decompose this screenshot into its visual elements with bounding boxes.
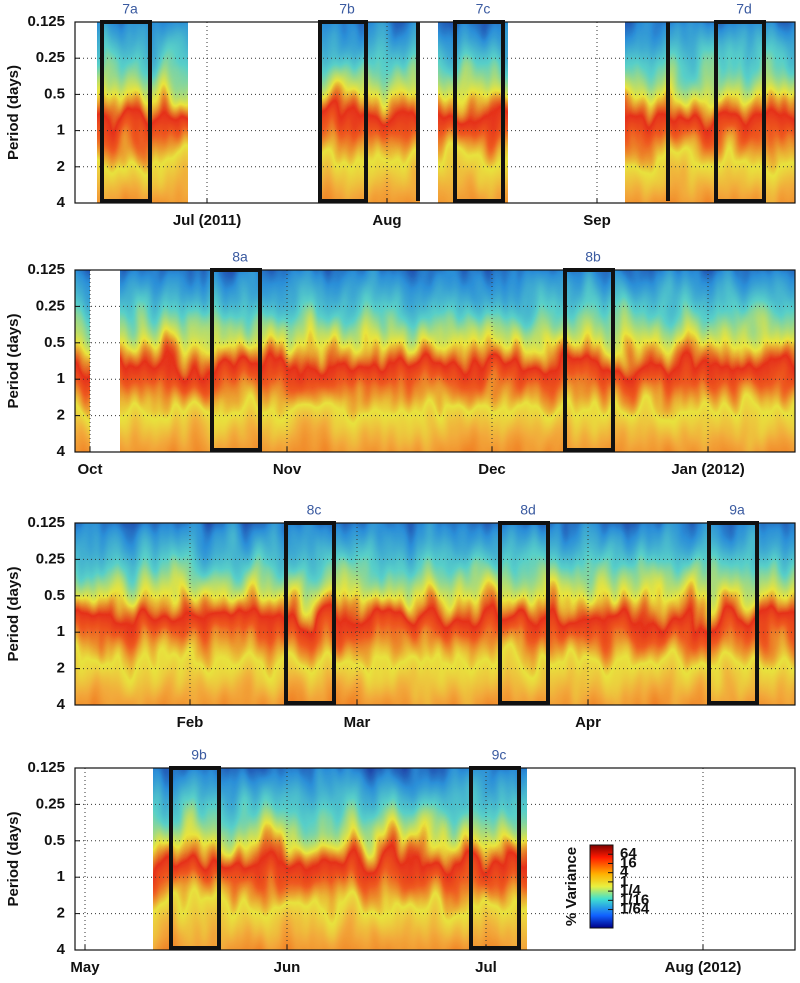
y-tick-label: 4 bbox=[57, 696, 66, 713]
x-tick-label: Jun bbox=[274, 959, 301, 976]
spectrum-image bbox=[97, 22, 795, 203]
y-tick-label: 1 bbox=[57, 370, 65, 387]
box-label: 8b bbox=[585, 249, 601, 265]
spectrum bbox=[153, 768, 527, 950]
box-label: 8c bbox=[307, 502, 322, 518]
spectrum bbox=[75, 523, 795, 705]
colorbar-tick-label: 16 bbox=[620, 854, 637, 871]
x-tick-label: Jul bbox=[475, 959, 497, 976]
y-tick-label: 1 bbox=[57, 868, 65, 885]
x-tick-label: Mar bbox=[344, 714, 371, 731]
x-tick-label: Jan (2012) bbox=[671, 461, 744, 478]
y-tick-label: 0.125 bbox=[27, 514, 65, 531]
plot-frame bbox=[74, 269, 796, 453]
box-label: 8a bbox=[232, 249, 248, 265]
plot-frame bbox=[74, 767, 796, 951]
y-tick-label: 0.5 bbox=[44, 334, 65, 351]
y-tick-label: 0.25 bbox=[36, 297, 65, 314]
box-label: 8d bbox=[520, 502, 536, 518]
y-tick-label: 0.5 bbox=[44, 832, 65, 849]
colorbar-tick-label: 1/16 bbox=[620, 891, 649, 908]
box-label: 9c bbox=[492, 747, 507, 763]
y-tick-label: 2 bbox=[57, 407, 65, 424]
box-label: 7a bbox=[122, 1, 138, 17]
x-tick-label: Jul (2011) bbox=[173, 212, 241, 229]
spectrum-image bbox=[75, 523, 795, 705]
y-tick-label: 2 bbox=[57, 158, 65, 175]
colorbar bbox=[589, 844, 614, 929]
y-tick-label: 4 bbox=[57, 443, 66, 460]
box-label: 9a bbox=[729, 502, 745, 518]
y-tick-label: 2 bbox=[57, 660, 65, 677]
y-tick-label: 4 bbox=[57, 941, 66, 958]
box-label: 9b bbox=[191, 747, 207, 763]
y-tick-label: 1 bbox=[57, 122, 65, 139]
plot-frame bbox=[74, 522, 796, 706]
y-tick-label: 0.5 bbox=[44, 587, 65, 604]
y-tick-label: 0.125 bbox=[27, 261, 65, 278]
colorbar-tick-label: 64 bbox=[620, 845, 637, 862]
x-tick-label: Oct bbox=[77, 461, 102, 478]
colorbar-tick-label: 1/64 bbox=[620, 901, 650, 918]
box-label: 7d bbox=[736, 1, 752, 17]
y-tick-label: 0.5 bbox=[44, 85, 65, 102]
plot-frame bbox=[74, 21, 796, 204]
y-tick-label: 0.25 bbox=[36, 795, 65, 812]
y-tick-label: 0.125 bbox=[27, 759, 65, 776]
spectrum-image bbox=[75, 270, 795, 452]
y-tick-label: 0.125 bbox=[27, 13, 65, 30]
y-axis-label: Period (days) bbox=[5, 65, 22, 160]
x-tick-label: Aug (2012) bbox=[665, 959, 742, 976]
colorbar-tick-label: 1/4 bbox=[620, 882, 642, 899]
y-tick-label: 0.25 bbox=[36, 49, 65, 66]
colorbar-tick-label: 4 bbox=[620, 864, 629, 881]
x-tick-label: Dec bbox=[478, 461, 506, 478]
y-tick-label: 2 bbox=[57, 905, 65, 922]
x-tick-label: Nov bbox=[273, 461, 302, 478]
y-axis-label: Period (days) bbox=[5, 313, 22, 408]
colorbar-label: % Variance bbox=[563, 847, 580, 926]
x-tick-label: Sep bbox=[583, 212, 611, 229]
y-axis-label: Period (days) bbox=[5, 811, 22, 906]
box-label: 7c bbox=[476, 1, 491, 17]
y-tick-label: 1 bbox=[57, 623, 65, 640]
spectrum-image bbox=[153, 768, 527, 950]
spectrum bbox=[97, 22, 795, 203]
colorbar-tick-label: 1 bbox=[620, 873, 628, 890]
box-label: 7b bbox=[339, 1, 355, 17]
x-tick-label: Aug bbox=[372, 212, 401, 229]
x-tick-label: Apr bbox=[575, 714, 601, 731]
y-tick-label: 4 bbox=[57, 194, 66, 211]
x-tick-label: May bbox=[70, 959, 100, 976]
x-tick-label: Feb bbox=[177, 714, 204, 731]
y-tick-label: 0.25 bbox=[36, 550, 65, 567]
spectrum bbox=[75, 270, 795, 452]
y-axis-label: Period (days) bbox=[5, 566, 22, 661]
